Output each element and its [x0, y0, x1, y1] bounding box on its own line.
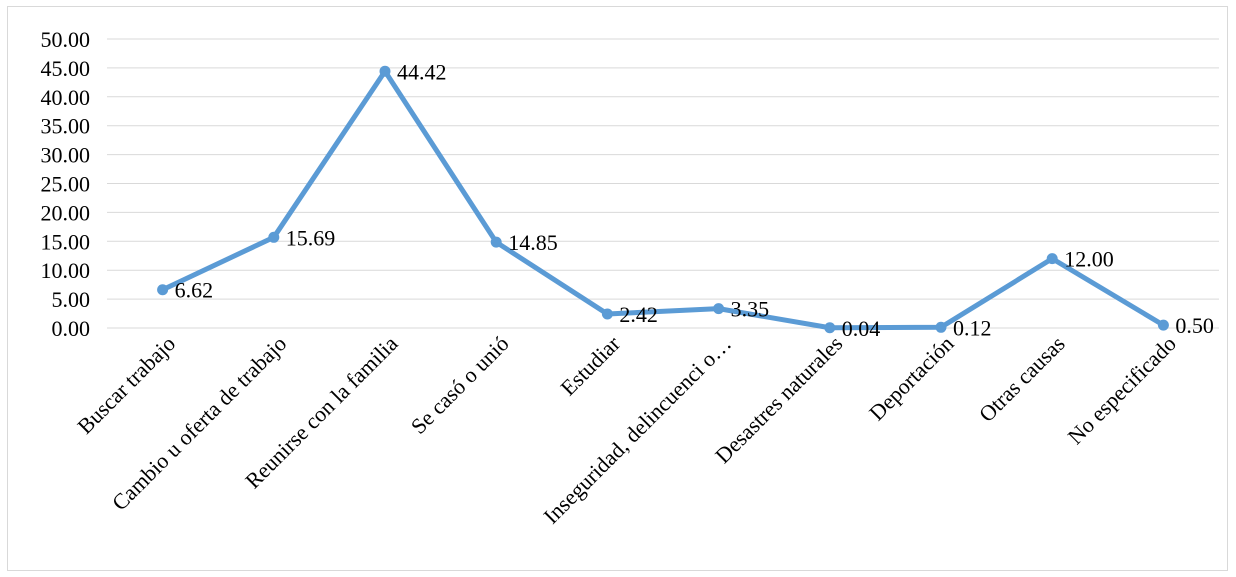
y-tick-label: 35.00 [41, 114, 91, 139]
data-label: 15.69 [286, 225, 336, 250]
y-tick-label: 50.00 [41, 27, 91, 52]
x-tick-label: Buscar trabajo [72, 331, 180, 439]
x-tick-label: Se casó o unió [406, 331, 514, 439]
series-line-path [163, 71, 1164, 328]
y-tick-label: 0.00 [52, 316, 91, 341]
y-tick-label: 15.00 [41, 229, 91, 254]
series-line [157, 66, 1169, 334]
y-tick-label: 20.00 [41, 200, 91, 225]
data-point [824, 322, 835, 333]
data-label: 6.62 [175, 278, 214, 303]
data-label: 2.42 [619, 302, 658, 327]
data-point [380, 66, 391, 77]
y-tick-label: 10.00 [41, 258, 91, 283]
y-tick-label: 25.00 [41, 172, 91, 197]
gridlines [107, 39, 1219, 328]
x-tick-label: Estudiar [555, 330, 625, 400]
data-label: 14.85 [508, 230, 558, 255]
data-point [1158, 320, 1169, 331]
data-point [936, 322, 947, 333]
data-label: 44.42 [397, 59, 447, 84]
data-label: 0.04 [842, 316, 881, 341]
data-label: 3.35 [731, 297, 770, 322]
data-point [157, 284, 168, 295]
data-label: 0.50 [1175, 313, 1214, 338]
data-label: 0.12 [953, 315, 992, 340]
y-tick-label: 5.00 [52, 287, 91, 312]
y-tick-label: 45.00 [41, 56, 91, 81]
x-tick-label: Deportación [864, 331, 959, 426]
x-tick-label: Inseguridad, delincuenci o… [538, 331, 736, 529]
y-axis-tick-labels: 0.00 5.00 10.00 15.00 20.00 25.00 30.00 35.00 40… [41, 27, 91, 341]
x-tick-label: No especificado [1063, 331, 1181, 449]
data-point [268, 232, 279, 243]
data-point [602, 309, 613, 320]
y-tick-label: 40.00 [41, 85, 91, 110]
data-point [1047, 253, 1058, 264]
data-labels: 6.62 15.69 44.42 14.85 2.42 3.35 0.04 0.12 12.00… [175, 59, 1214, 341]
y-tick-label: 30.00 [41, 143, 91, 168]
x-tick-label: Otras causas [974, 331, 1070, 427]
data-point [713, 303, 724, 314]
data-label: 12.00 [1064, 247, 1114, 272]
data-point [491, 237, 502, 248]
